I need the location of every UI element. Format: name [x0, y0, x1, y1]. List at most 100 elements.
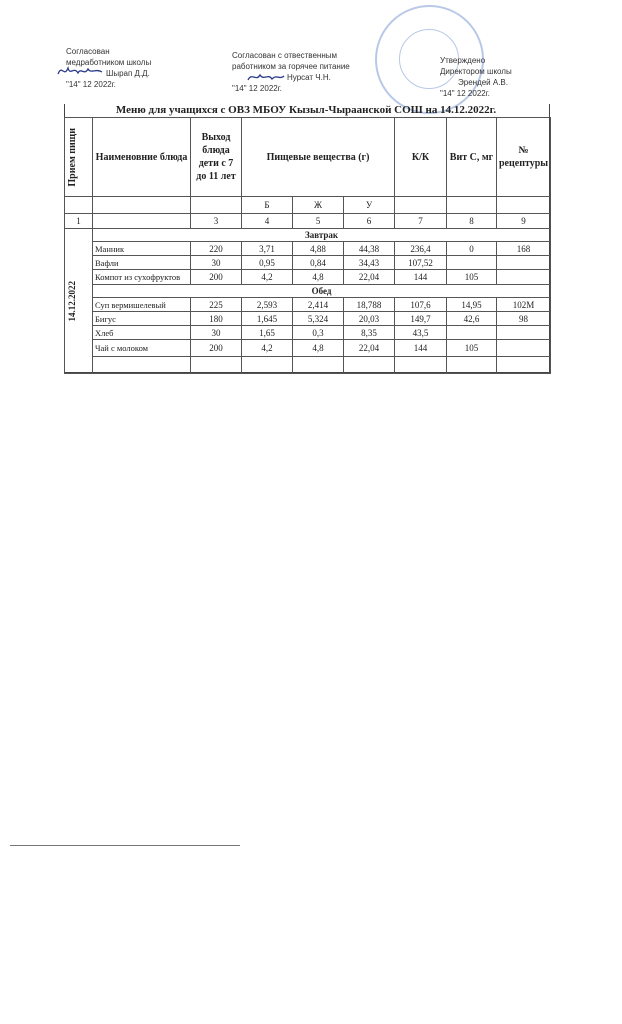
- empty-cell: [495, 356, 552, 374]
- approval-date: "14" 12 2022г.: [66, 80, 116, 89]
- col-number: 5: [292, 213, 344, 229]
- cell: 42,6: [446, 311, 497, 326]
- cell: 236,4: [394, 241, 447, 256]
- header-zh: Ж: [292, 196, 344, 214]
- header-output: Выход блюда дети с 7 до 11 лет: [190, 117, 242, 197]
- header-meal: Прием пищи: [67, 127, 78, 187]
- cell: 225: [190, 297, 242, 312]
- table-row: Бигус 180 1,645 5,324 20,03 149,7 42,6 98: [65, 311, 552, 326]
- signature-middle: [247, 73, 285, 81]
- table-row: Компот из сухофруктов 200 4,2 4,8 22,04 144 10…: [65, 269, 552, 285]
- approval-role: медработником школы: [66, 58, 152, 67]
- school-stamp: [375, 5, 484, 114]
- dish-name: Компот из сухофруктов: [92, 269, 191, 285]
- approval-left: Согласован медработником школы Шырап Д.Д…: [66, 46, 151, 90]
- cell: 44,38: [343, 241, 395, 256]
- col-number: 3: [190, 213, 242, 229]
- cell: [495, 325, 552, 340]
- table-row: Хлеб 30 1,65 0,3 8,35 43,5: [65, 325, 552, 340]
- approval-role: работником за горячее питание: [232, 62, 350, 71]
- table-row: Суп вермишелевый 225 2,593 2,414 18,788 107,6…: [65, 297, 552, 312]
- header-recipe: № рецептуры: [495, 117, 552, 197]
- table-row: Вафли 30 0,95 0,84 34,43 107,52: [65, 255, 552, 270]
- empty-cell: [292, 356, 344, 374]
- approval-date: "14" 12 2022г.: [232, 84, 282, 93]
- dish-name: Суп вермишелевый: [92, 297, 191, 312]
- empty-cell: [343, 356, 395, 374]
- cell: 22,04: [343, 339, 395, 357]
- date-label: 14.12.2022: [67, 280, 77, 322]
- cell: 5,324: [292, 311, 344, 326]
- cell: 8,35: [343, 325, 395, 340]
- cell: 1,65: [241, 325, 293, 340]
- cell: 102М: [495, 297, 552, 312]
- approval-role: Директором школы: [440, 67, 512, 76]
- cell: 4,8: [292, 339, 344, 357]
- col-number: 8: [446, 213, 497, 229]
- cell: 98: [495, 311, 552, 326]
- cell: [446, 255, 497, 270]
- col-number: 6: [343, 213, 395, 229]
- cell: 200: [190, 269, 242, 285]
- cell: 0: [446, 241, 497, 256]
- cell: 107,6: [394, 297, 447, 312]
- cell: 18,788: [343, 297, 395, 312]
- approval-date: "14" 12 2022г.: [440, 89, 490, 98]
- cell: 107,52: [394, 255, 447, 270]
- cell: 22,04: [343, 269, 395, 285]
- col-number: 9: [495, 213, 552, 229]
- col-number: 7: [394, 213, 447, 229]
- header-u: У: [343, 196, 395, 214]
- cell: 20,03: [343, 311, 395, 326]
- cell: 220: [190, 241, 242, 256]
- page-title: Меню для учащихся с ОВЗ МБОУ Кызыл-Чыраа…: [115, 104, 497, 116]
- cell: 4,88: [292, 241, 344, 256]
- empty-cell: [190, 356, 242, 374]
- table-row: Манник 220 3,71 4,88 44,38 236,4 0 168: [65, 241, 552, 256]
- approval-middle: Согласован с отвественным работником за …: [232, 50, 350, 94]
- cell: 144: [394, 339, 447, 357]
- dish-name: Хлеб: [92, 325, 191, 340]
- cell: 3,71: [241, 241, 293, 256]
- cell: 4,8: [292, 269, 344, 285]
- dish-name: Чай с молоком: [92, 339, 191, 357]
- approval-label: Утверждено: [440, 56, 486, 65]
- cell: 200: [190, 339, 242, 357]
- cell: 4,2: [241, 269, 293, 285]
- table-row: Чай с молоком 200 4,2 4,8 22,04 144 105: [65, 339, 552, 357]
- dish-name: Вафли: [92, 255, 191, 270]
- dish-name: Бигус: [92, 311, 191, 326]
- section-header: Обед: [91, 284, 552, 298]
- empty-cell: [92, 356, 191, 374]
- signature-left: [57, 65, 103, 75]
- cell: 144: [394, 269, 447, 285]
- dish-name: Манник: [92, 241, 191, 256]
- cell: [495, 269, 552, 285]
- cell: 149,7: [394, 311, 447, 326]
- cell: [446, 325, 497, 340]
- scan-line: [10, 845, 240, 846]
- cell: 34,43: [343, 255, 395, 270]
- cell: 105: [446, 269, 497, 285]
- header-kk: К/К: [394, 117, 447, 197]
- cell: 0,84: [292, 255, 344, 270]
- cell: 0,95: [241, 255, 293, 270]
- cell: 1,645: [241, 311, 293, 326]
- header-dish: Наименовние блюда: [92, 117, 191, 197]
- header-nutrients: Пищевые вещества (г): [241, 117, 395, 197]
- approval-name: Эрендей А.В.: [458, 78, 508, 87]
- approval-label: Согласован: [66, 47, 110, 56]
- header-b: Б: [241, 196, 293, 214]
- approval-name: Нурсат Ч.Н.: [287, 73, 331, 82]
- meal-date: 14.12.2022: [64, 228, 93, 374]
- cell: 4,2: [241, 339, 293, 357]
- approval-label: Согласован с отвественным: [232, 51, 338, 60]
- cell: 180: [190, 311, 242, 326]
- menu-table: Прием пищи Наименовние блюда Выход блюда…: [64, 117, 552, 374]
- cell: 14,95: [446, 297, 497, 312]
- col-number: 4: [241, 213, 293, 229]
- cell: [495, 339, 552, 357]
- section-header: Завтрак: [91, 228, 552, 242]
- cell: 30: [190, 325, 242, 340]
- empty-cell: [446, 356, 497, 374]
